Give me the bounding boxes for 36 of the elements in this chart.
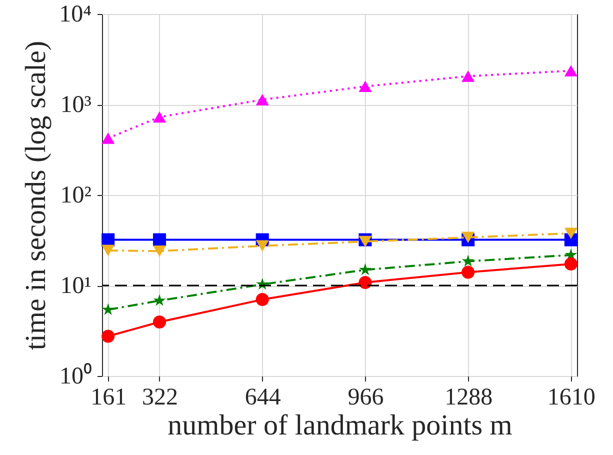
point bbox=[102, 132, 115, 144]
point bbox=[358, 236, 372, 248]
point bbox=[256, 293, 269, 306]
point bbox=[462, 266, 475, 279]
y-tick-label: 10² bbox=[60, 182, 92, 208]
point bbox=[564, 65, 578, 76]
y-tick-label: 10³ bbox=[60, 92, 92, 118]
y-axis-title: time in seconds (log scale) bbox=[20, 40, 52, 350]
x-tick-label: 1288 bbox=[444, 384, 493, 410]
point bbox=[152, 233, 166, 246]
point bbox=[462, 232, 475, 244]
y-tick-label: 10⁰ bbox=[60, 362, 92, 390]
point bbox=[462, 70, 475, 82]
x-tick-label: 322 bbox=[142, 384, 178, 410]
point bbox=[358, 276, 372, 289]
point bbox=[564, 228, 578, 239]
y-tick-label: 10¹ bbox=[60, 273, 92, 299]
point bbox=[102, 244, 115, 256]
x-axis-title: number of landmark points m bbox=[168, 410, 513, 442]
point bbox=[152, 111, 166, 123]
x-tick-label: 161 bbox=[90, 384, 127, 410]
point bbox=[256, 94, 269, 106]
point bbox=[564, 257, 578, 270]
point bbox=[152, 316, 166, 329]
point bbox=[102, 330, 115, 343]
point bbox=[358, 80, 372, 92]
x-tick-label: 644 bbox=[244, 384, 281, 410]
y-tick-label: 10⁴ bbox=[59, 2, 92, 28]
x-tick-label: 1610 bbox=[547, 384, 596, 410]
point bbox=[256, 240, 269, 252]
point bbox=[153, 294, 166, 306]
point bbox=[152, 245, 166, 257]
point bbox=[462, 254, 474, 267]
point bbox=[359, 263, 372, 276]
point bbox=[102, 303, 114, 315]
x-tick-label: 966 bbox=[348, 384, 384, 410]
